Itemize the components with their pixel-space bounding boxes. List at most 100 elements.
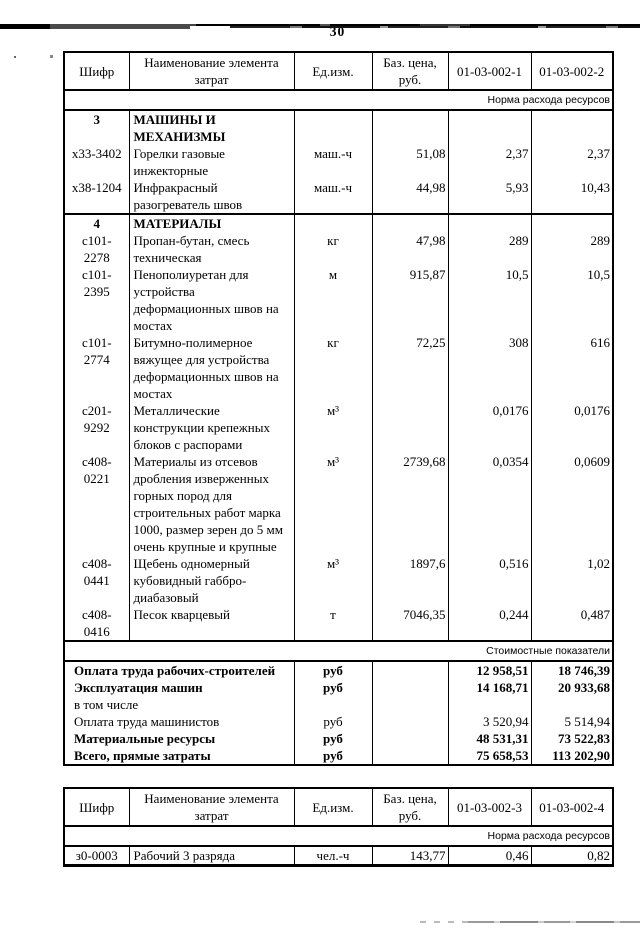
row-name: Инфракрасный разогреватель швов — [128, 179, 294, 214]
row-norm-value-1: 289 — [447, 232, 531, 266]
row-norm-value-1: 2,37 — [447, 145, 531, 179]
row-base-price — [371, 747, 448, 765]
resource-row: х33-3402 Горелки газовые инжекторные маш.-… — [64, 145, 613, 179]
resource-row: с101-2774 Битумно-полимерное вяжущее для … — [64, 334, 613, 402]
row-name: Эксплуатация машин — [74, 680, 203, 695]
row-norm-value-2: 1,02 — [530, 555, 613, 606]
row-base-price — [371, 679, 448, 696]
row-name: Оплата труда машинистов — [74, 714, 220, 729]
column-header-norm-3: 01-03-002-3 — [447, 788, 531, 827]
section-header-row: 3 МАШИНЫ И МЕХАНИЗМЫ — [64, 110, 613, 145]
row-norm-value-1: 0,0354 — [447, 453, 531, 555]
cost-norm-table-1: Шифр Наименование элемента затрат Ед.изм… — [63, 51, 614, 766]
section-band-row: Норма расхода ресурсов — [64, 89, 613, 111]
row-unit: м³ — [293, 453, 372, 555]
row-name: Битумно-полимерное вяжущее для устройств… — [128, 334, 294, 402]
row-base-price: 44,98 — [371, 179, 448, 214]
row-base-price — [371, 730, 448, 747]
row-name: в том числе — [74, 697, 139, 712]
row-norm-value-2 — [530, 110, 613, 145]
row-norm-value-1: 0,0176 — [447, 402, 531, 453]
row-name: Рабочий 3 разряда — [128, 846, 294, 866]
row-base-price: 72,25 — [371, 334, 448, 402]
resource-row: с408-0221 Материалы из отсевов дробления … — [64, 453, 613, 555]
page-content: 30 Шифр Наименование элемента затрат Ед.… — [63, 24, 614, 867]
row-unit: чел.-ч — [293, 846, 372, 866]
row-code: с101-2278 — [81, 233, 112, 265]
row-name: Материальные ресурсы — [74, 731, 216, 746]
row-name: Горелки газовые инжекторные — [128, 145, 294, 179]
row-name: Всего, прямые затраты — [74, 748, 211, 763]
row-unit: кг — [293, 334, 372, 402]
column-header-norm-4: 01-03-002-4 — [530, 788, 613, 827]
row-unit: маш.-ч — [293, 145, 372, 179]
cost-indicator-row: Оплата труда машинистов руб 3 520,94 5 514,… — [64, 713, 613, 730]
row-base-price — [371, 402, 448, 453]
row-code: с101-2395 — [81, 267, 112, 299]
column-header-norm-1: 01-03-002-1 — [447, 52, 531, 91]
row-name: МАШИНЫ И МЕХАНИЗМЫ — [128, 110, 294, 145]
cost-indicator-row: в том числе — [64, 696, 613, 713]
scanned-document-page: { "page": { "number": "30" }, "table1": … — [0, 24, 640, 929]
cost-indicator-row: Эксплуатация машин руб 14 168,71 20 933,68 — [64, 679, 613, 696]
row-norm-value-1: 0,244 — [447, 606, 531, 641]
resource-row: с408-0416 Песок кварцевый т 7046,35 0,244 0,4… — [64, 606, 613, 641]
section-header-row: 4 МАТЕРИАЛЫ — [64, 213, 613, 232]
row-name: Пропан-бутан, смесь техническая — [128, 232, 294, 266]
row-base-price — [371, 713, 448, 730]
row-cost-value-1: 3 520,94 — [447, 713, 531, 730]
scan-artifact-bottom-edge — [468, 921, 640, 923]
row-unit: руб — [293, 679, 372, 696]
row-base-price — [371, 110, 448, 145]
row-unit: маш.-ч — [293, 179, 372, 214]
cost-indicator-row: Оплата труда рабочих-строителей руб 12 958… — [64, 661, 613, 679]
row-code: 3 — [93, 112, 101, 127]
row-norm-value-2: 0,82 — [530, 846, 613, 866]
column-header-base-price: Баз. цена, руб. — [371, 788, 448, 827]
resource-row: с101-2395 Пенополиуретан для устройства д… — [64, 266, 613, 334]
row-code: с408-0416 — [81, 607, 112, 639]
row-base-price: 143,77 — [371, 846, 448, 866]
band-label: Норма расхода ресурсов — [64, 89, 613, 111]
row-name: Материалы из отсевов дробления изверженн… — [128, 453, 294, 555]
row-base-price — [371, 661, 448, 679]
row-base-price: 51,08 — [371, 145, 448, 179]
row-norm-value-1: 10,5 — [447, 266, 531, 334]
row-norm-value-2 — [530, 213, 613, 232]
row-cost-value-1 — [447, 696, 531, 713]
row-norm-value-1: 0,516 — [447, 555, 531, 606]
row-norm-value-1 — [447, 110, 531, 145]
row-name: Щебень одномерный кубовидный габбро-диаб… — [128, 555, 294, 606]
row-name: Песок кварцевый — [128, 606, 294, 641]
cost-indicator-row: Материальные ресурсы руб 48 531,31 73 522,8… — [64, 730, 613, 747]
row-norm-value-1: 308 — [447, 334, 531, 402]
row-unit: кг — [293, 232, 372, 266]
column-header-name: Наименование элемента затрат — [128, 788, 294, 827]
cost-indicator-row: Всего, прямые затраты руб 75 658,53 113 202… — [64, 747, 613, 765]
row-code: х33-3402 — [71, 146, 122, 161]
row-norm-value-2: 289 — [530, 232, 613, 266]
section-band-row: Норма расхода ресурсов — [64, 825, 613, 847]
row-unit: т — [293, 606, 372, 641]
row-code: с408-0221 — [81, 454, 112, 486]
row-unit — [293, 110, 372, 145]
column-header-unit: Ед.изм. — [293, 52, 372, 91]
row-name: МАТЕРИАЛЫ — [128, 213, 294, 232]
row-cost-value-1: 75 658,53 — [447, 747, 531, 765]
row-base-price — [371, 696, 448, 713]
resource-row: х38-1204 Инфракрасный разогреватель швов м… — [64, 179, 613, 214]
row-cost-value-2: 18 746,39 — [530, 661, 613, 679]
scan-artifact-top-right — [230, 26, 640, 28]
row-cost-value-1: 14 168,71 — [447, 679, 531, 696]
row-cost-value-2: 5 514,94 — [530, 713, 613, 730]
column-header-base-price: Баз. цена, руб. — [371, 52, 448, 91]
row-norm-value-1: 0,46 — [447, 846, 531, 866]
row-base-price: 7046,35 — [371, 606, 448, 641]
row-norm-value-2: 616 — [530, 334, 613, 402]
resource-row: с201-9292 Металлические конструкции крепе… — [64, 402, 613, 453]
row-norm-value-2: 0,487 — [530, 606, 613, 641]
row-norm-value-2: 2,37 — [530, 145, 613, 179]
resource-row: с101-2278 Пропан-бутан, смесь техническая… — [64, 232, 613, 266]
row-cost-value-2: 113 202,90 — [530, 747, 613, 765]
row-code: с201-9292 — [81, 403, 112, 435]
